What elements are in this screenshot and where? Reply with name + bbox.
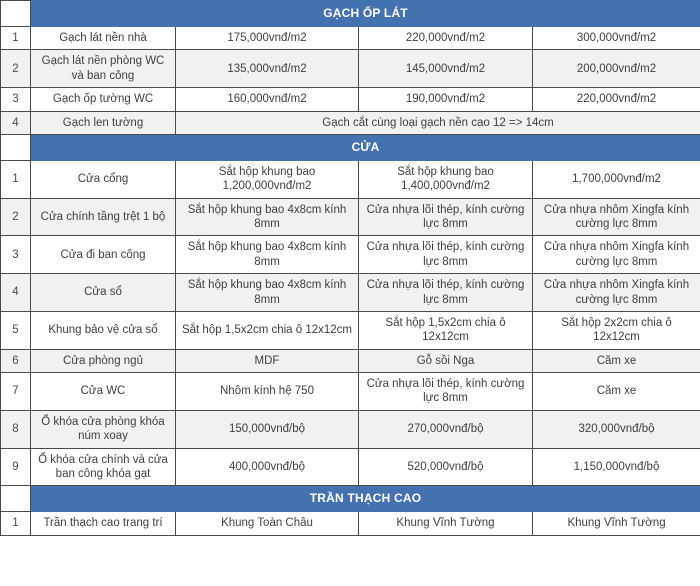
row-index-cell: 2 xyxy=(0,197,31,237)
row-option-3-value: Cửa nhựa nhôm Xingfa kính cường lực 8mm xyxy=(531,235,700,275)
row-option-2-value: 190,000vnđ/m2 xyxy=(358,87,533,112)
row-option-3-value: Sắt hộp 2x2cm chia ô 12x12cm xyxy=(531,310,700,350)
row-option-1-value: Sắt hộp khung bao 4x8cm kính 8mm xyxy=(175,197,359,237)
row-option-2-value: Gỗ sồi Nga xyxy=(358,348,533,374)
row-option-3-value: Căm xe xyxy=(531,348,700,374)
row-index-cell: 2 xyxy=(0,49,31,89)
row-item-name: Cửa đi ban công xyxy=(30,235,176,275)
table-row: 3 Gạch ốp tường WC 160,000vnđ/m2 190,000vnđ… xyxy=(0,87,700,112)
section-header-index-cell xyxy=(0,485,31,513)
row-option-3-value: Cửa nhựa nhôm Xingfa kính cường lực 8mm xyxy=(531,273,700,312)
row-option-2-value: 270,000vnđ/bộ xyxy=(358,409,533,449)
row-option-3-value: 1,150,000vnđ/bộ xyxy=(531,447,700,487)
row-index-cell: 5 xyxy=(0,310,31,350)
row-merged-value: Gạch cắt cùng loại gạch nền cao 12 => 14… xyxy=(174,110,700,135)
row-item-name: Gạch ốp tường WC xyxy=(30,87,176,112)
row-option-3-value: Khung Vĩnh Tường xyxy=(531,511,700,536)
row-index-cell: 1 xyxy=(0,25,31,51)
row-index-cell: 8 xyxy=(0,409,31,449)
row-option-2-value: Cửa nhựa lõi thép, kính cường lực 8mm xyxy=(358,372,533,411)
row-option-1-value: MDF xyxy=(175,348,359,374)
row-item-name: Cửa chính tầng trệt 1 bộ xyxy=(30,197,176,237)
row-item-name: Gạch lát nền phòng WC và ban công xyxy=(30,49,176,89)
row-option-1-value: Sắt hộp khung bao 1,200,000vnđ/m2 xyxy=(175,159,359,199)
section-header-row: GẠCH ỐP LÁT xyxy=(0,0,700,27)
section-header-index-cell xyxy=(0,0,31,27)
pricing-table-body: GẠCH ỐP LÁT 1 Gạch lát nền nhà 175,000vnđ/m… xyxy=(0,0,700,536)
row-item-name: Cửa WC xyxy=(30,372,176,411)
row-index-cell: 4 xyxy=(0,273,31,312)
row-option-1-value: 175,000vnđ/m2 xyxy=(175,25,359,51)
row-item-name: Cửa cổng xyxy=(30,159,176,199)
row-index-cell: 1 xyxy=(0,159,31,199)
section-title: CỬA xyxy=(29,133,700,161)
row-option-2-value: Cửa nhựa lõi thép, kính cường lực 8mm xyxy=(358,235,533,275)
row-item-name: Ổ khóa cửa phòng khóa núm xoay xyxy=(30,409,176,449)
table-row: 3 Cửa đi ban công Sắt hộp khung bao 4x8cm … xyxy=(0,235,700,275)
row-option-2-value: 220,000vnđ/m2 xyxy=(358,25,533,51)
row-option-3-value: 320,000vnđ/bộ xyxy=(531,409,700,449)
table-row: 5 Khung bảo vệ cửa sổ Sắt hộp 1,5x2cm chia… xyxy=(0,310,700,350)
row-option-1-value: Sắt hộp 1,5x2cm chia ô 12x12cm xyxy=(175,310,359,350)
row-option-1-value: Nhôm kính hệ 750 xyxy=(175,372,359,411)
row-index-cell: 1 xyxy=(0,511,31,536)
row-option-2-value: Cửa nhựa lõi thép, kính cường lực 8mm xyxy=(358,273,533,312)
row-index-cell: 3 xyxy=(0,235,31,275)
row-item-name: Gạch len tường xyxy=(30,110,176,135)
table-row: 2 Cửa chính tầng trệt 1 bộ Sắt hộp khung b… xyxy=(0,197,700,237)
table-row: 4 Cửa sổ Sắt hộp khung bao 4x8cm kính 8mm C… xyxy=(0,273,700,312)
row-item-name: Cửa phòng ngủ xyxy=(30,348,176,374)
row-index-cell: 9 xyxy=(0,447,31,487)
row-option-2-value: Sắt hộp 1,5x2cm chia ô 12x12cm xyxy=(358,310,533,350)
row-item-name: Trần thạch cao trang trí xyxy=(30,511,176,536)
row-option-1-value: Sắt hộp khung bao 4x8cm kính 8mm xyxy=(175,235,359,275)
table-row: 1 Cửa cổng Sắt hộp khung bao 1,200,000vnđ/… xyxy=(0,159,700,199)
row-option-3-value: 300,000vnđ/m2 xyxy=(531,25,700,51)
row-index-cell: 4 xyxy=(0,110,31,135)
table-row: 4 Gạch len tường Gạch cắt cùng loại gạch n… xyxy=(0,110,700,135)
row-option-1-value: 160,000vnđ/m2 xyxy=(175,87,359,112)
table-row: 1 Trần thạch cao trang trí Khung Toàn Châu… xyxy=(0,511,700,536)
row-option-1-value: Sắt hộp khung bao 4x8cm kính 8mm xyxy=(175,273,359,312)
row-index-cell: 7 xyxy=(0,372,31,411)
row-option-3-value: 200,000vnđ/m2 xyxy=(531,49,700,89)
row-option-1-value: Khung Toàn Châu xyxy=(175,511,359,536)
row-option-1-value: 400,000vnđ/bộ xyxy=(175,447,359,487)
row-option-3-value: 1,700,000vnđ/m2 xyxy=(531,159,700,199)
table-row: 1 Gạch lát nền nhà 175,000vnđ/m2 220,000vnđ… xyxy=(0,25,700,51)
pricing-table: GẠCH ỐP LÁT 1 Gạch lát nền nhà 175,000vnđ/m… xyxy=(0,0,700,536)
row-option-1-value: 135,000vnđ/m2 xyxy=(175,49,359,89)
row-item-name: Khung bảo vệ cửa sổ xyxy=(30,310,176,350)
row-item-name: Gạch lát nền nhà xyxy=(30,25,176,51)
row-index-cell: 3 xyxy=(0,87,31,112)
row-option-3-value: Căm xe xyxy=(531,372,700,411)
row-item-name: Ổ khóa cửa chính và cửa ban công khóa gạ… xyxy=(30,447,176,487)
section-header-index-cell xyxy=(0,133,31,161)
row-option-3-value: 220,000vnđ/m2 xyxy=(531,87,700,112)
row-option-1-value: 150,000vnđ/bộ xyxy=(175,409,359,449)
row-option-2-value: 145,000vnđ/m2 xyxy=(358,49,533,89)
section-title: GẠCH ỐP LÁT xyxy=(29,0,700,27)
row-option-3-value: Cửa nhựa nhôm Xingfa kính cường lực 8mm xyxy=(531,197,700,237)
section-title: TRẦN THẠCH CAO xyxy=(29,485,700,513)
section-header-row: TRẦN THẠCH CAO xyxy=(0,485,700,513)
section-header-row: CỬA xyxy=(0,133,700,161)
table-row: 6 Cửa phòng ngủ MDF Gỗ sồi Nga Căm xe xyxy=(0,348,700,374)
row-option-2-value: Cửa nhựa lõi thép, kính cường lực 8mm xyxy=(358,197,533,237)
row-option-2-value: 520,000vnđ/bộ xyxy=(358,447,533,487)
table-row: 2 Gạch lát nền phòng WC và ban công 135,00… xyxy=(0,49,700,89)
row-item-name: Cửa sổ xyxy=(30,273,176,312)
row-option-2-value: Sắt hộp khung bao 1,400,000vnđ/m2 xyxy=(358,159,533,199)
row-index-cell: 6 xyxy=(0,348,31,374)
table-row: 7 Cửa WC Nhôm kính hệ 750 Cửa nhựa lõi thép… xyxy=(0,372,700,411)
row-option-2-value: Khung Vĩnh Tường xyxy=(358,511,533,536)
